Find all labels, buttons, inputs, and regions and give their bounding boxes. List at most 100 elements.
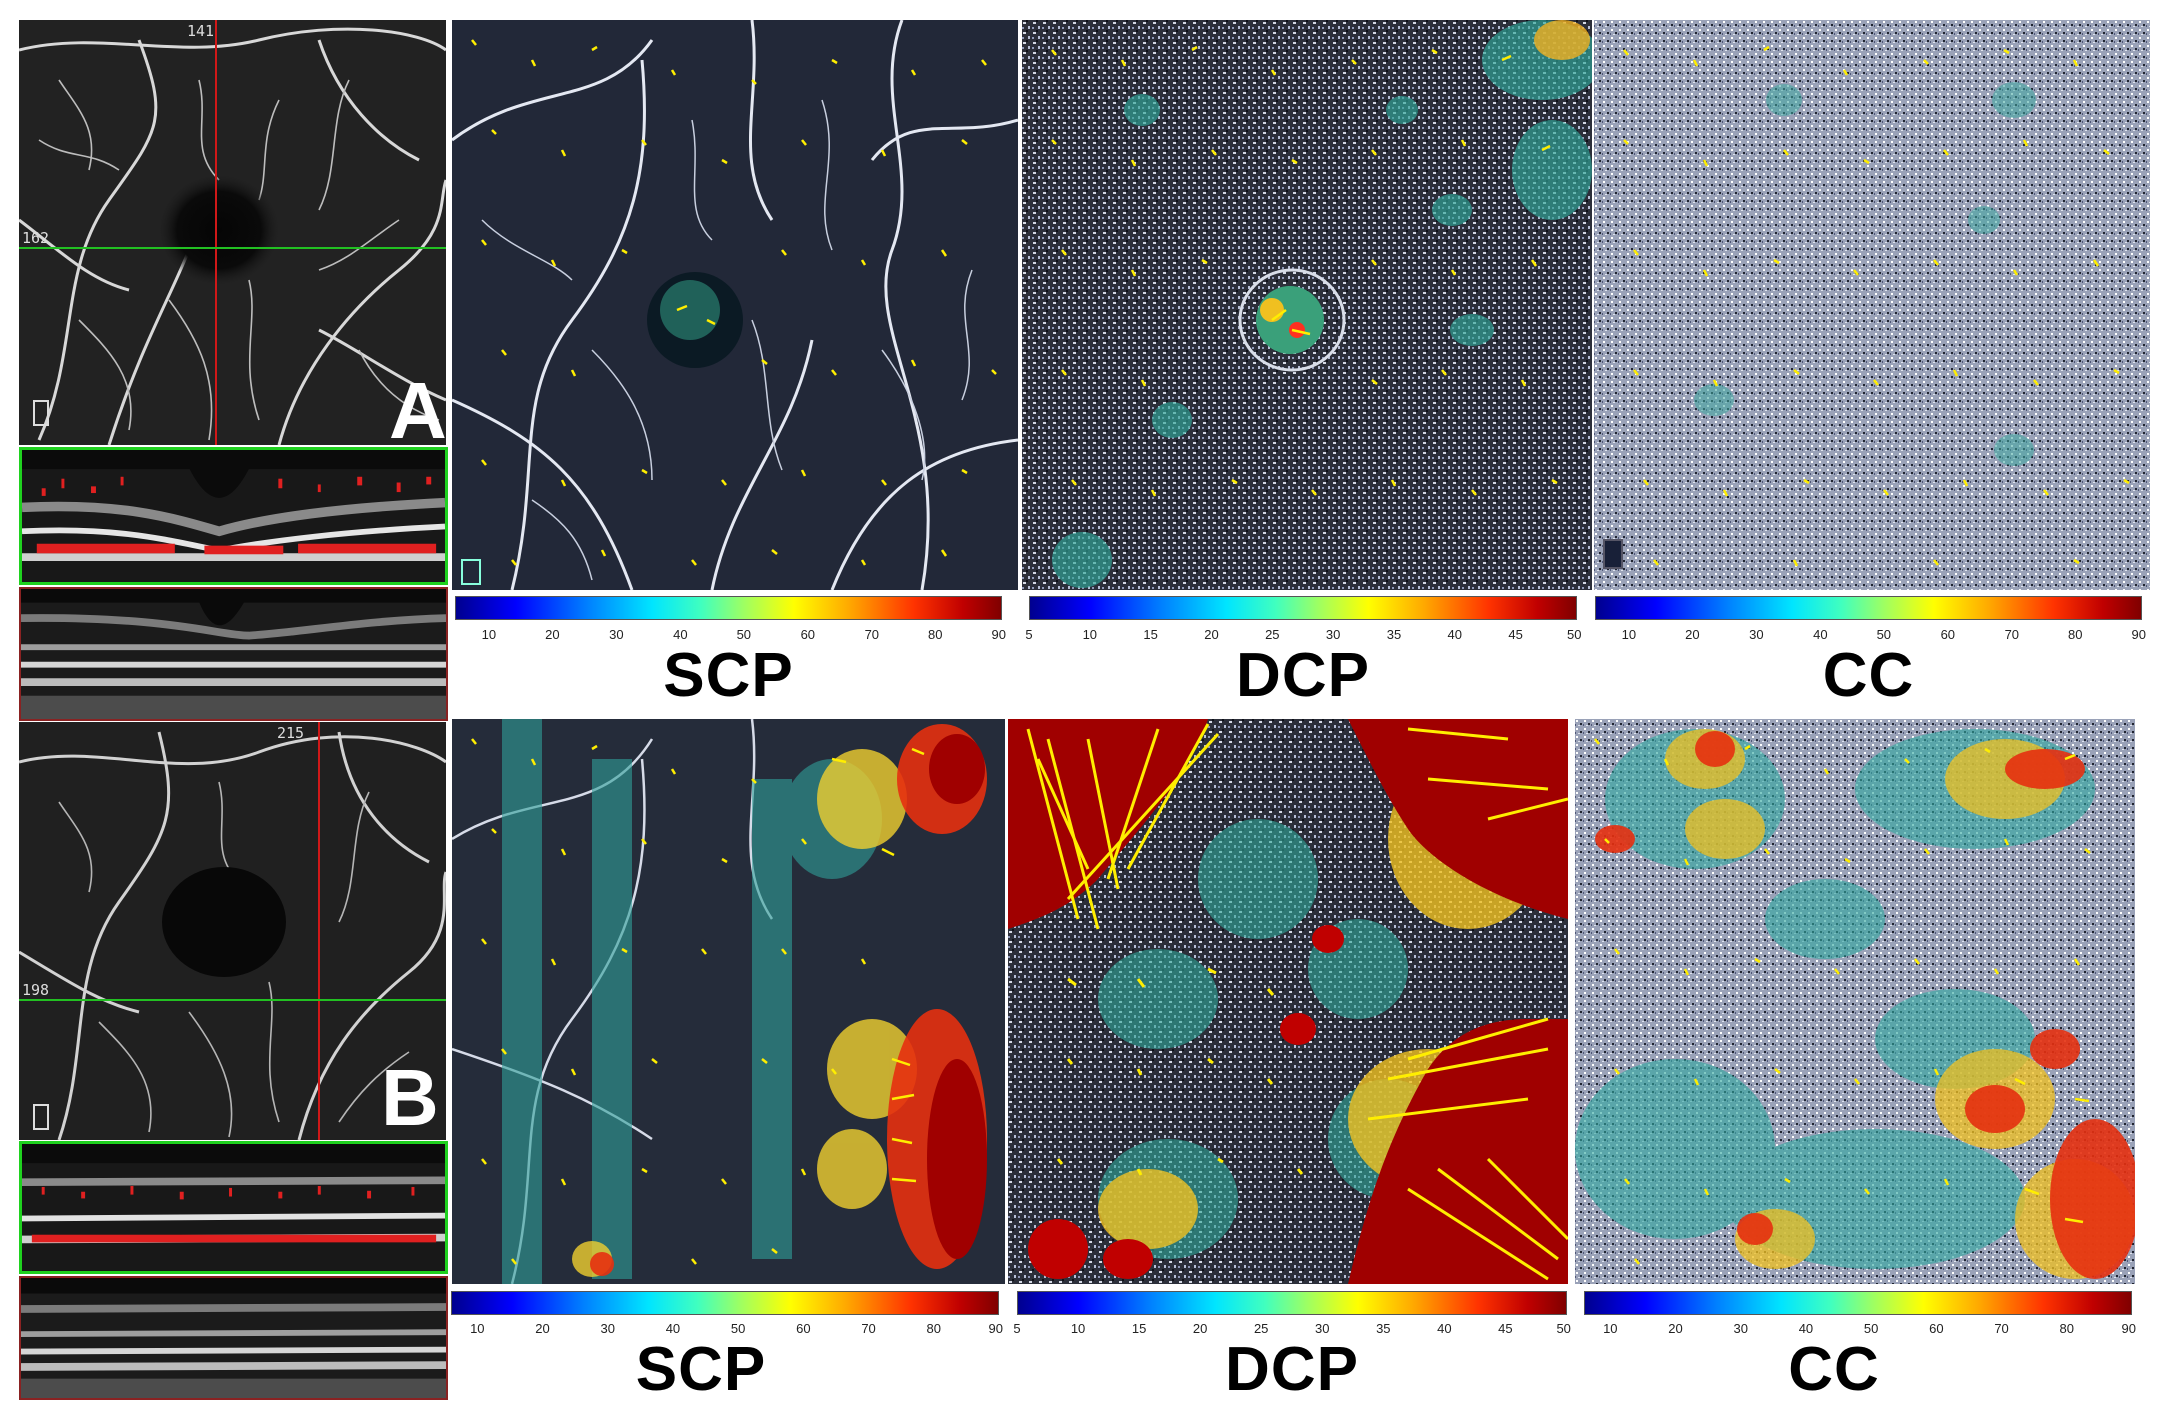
tick-label: 15 <box>1143 627 1158 642</box>
dcp-map-image-a <box>1022 20 1592 590</box>
cc-map-image-b <box>1575 719 2135 1284</box>
tick-label: 10 <box>470 1321 485 1336</box>
tick-label: 30 <box>1325 627 1341 642</box>
tick-label: 10 <box>1621 627 1637 642</box>
tick-label: 50 <box>1556 1321 1571 1336</box>
tick-label: 90 <box>988 1321 1003 1336</box>
tick-label: 30 <box>609 627 624 642</box>
tick-label: 90 <box>2121 1321 2136 1336</box>
tick-label: 25 <box>1253 1321 1269 1336</box>
colorbar-ticks-dcp-b: 5 10 15 20 25 30 35 40 45 50 <box>1013 1321 1571 1341</box>
bscan-flow-image-a <box>22 450 445 582</box>
crosshair-vertical-a <box>215 20 217 445</box>
tick-label: 80 <box>2059 1321 2075 1336</box>
cc-map-a <box>1594 20 2150 590</box>
tick-label: 60 <box>800 627 816 642</box>
tick-label: 80 <box>2068 627 2083 642</box>
title-dcp-a: DCP <box>1236 641 1370 710</box>
colorbar-ticks-scp-b: 10 20 30 40 50 60 70 80 90 <box>451 1321 1003 1341</box>
tick-label: 40 <box>1813 627 1828 642</box>
tick-label: 15 <box>1131 1321 1147 1336</box>
colorbar-ticks-cc-b: 10 20 30 40 50 60 70 80 90 <box>1584 1321 2136 1341</box>
tick-label: 80 <box>926 1321 942 1336</box>
tick-label: 90 <box>2131 627 2146 642</box>
title-cc-b: CC <box>1788 1335 1880 1404</box>
tick-label: 70 <box>2004 627 2020 642</box>
tick-label: 60 <box>796 1321 811 1336</box>
tick-label: 50 <box>1876 627 1892 642</box>
tick-label: 45 <box>1508 627 1523 642</box>
title-dcp-b: DCP <box>1225 1335 1359 1404</box>
tick-label: 50 <box>1567 627 1582 642</box>
octa-enface-a: 141 162 A <box>19 20 446 445</box>
tick-label: 60 <box>1929 1321 1944 1336</box>
cc-map-b <box>1575 719 2135 1284</box>
title-scp-a: SCP <box>663 641 794 710</box>
crosshair-horizontal-a <box>19 247 446 249</box>
tick-label: 40 <box>665 1321 681 1336</box>
dcp-map-b <box>1008 719 1568 1284</box>
colorbar-cc-b <box>1584 1291 2132 1315</box>
crosshair-x-label-b: 215 <box>277 724 305 742</box>
tick-label: 5 <box>1025 627 1033 642</box>
tick-label: 10 <box>1082 627 1098 642</box>
tick-label: 50 <box>730 1321 746 1336</box>
tick-label: 30 <box>1315 1321 1330 1336</box>
tick-label: 5 <box>1013 1321 1021 1336</box>
octa-vessel-image-a <box>19 20 446 445</box>
tick-label: 20 <box>1192 1321 1208 1336</box>
bscan-flow-b <box>19 1141 448 1274</box>
layer-icon <box>33 1104 49 1130</box>
panel-letter-a: A <box>389 366 446 445</box>
tick-label: 50 <box>736 627 752 642</box>
tick-label: 45 <box>1498 1321 1513 1336</box>
tick-label: 30 <box>1749 627 1764 642</box>
bscan-structure-a <box>19 587 448 721</box>
tick-label: 30 <box>1733 1321 1748 1336</box>
octa-enface-b: 215 198 B <box>19 722 446 1140</box>
tick-label: 40 <box>1798 1321 1814 1336</box>
tick-label: 20 <box>535 1321 550 1336</box>
colorbar-scp-b <box>451 1291 999 1315</box>
bscan-structure-b <box>19 1276 448 1400</box>
tick-label: 20 <box>1204 627 1219 642</box>
tick-label: 30 <box>600 1321 615 1336</box>
tick-label: 40 <box>1437 1321 1452 1336</box>
colorbar-ticks-dcp-a: 5 10 15 20 25 30 35 40 45 50 <box>1025 627 1581 647</box>
tick-label: 40 <box>673 627 688 642</box>
tick-label: 10 <box>481 627 497 642</box>
tick-label: 20 <box>1668 1321 1683 1336</box>
tick-label: 25 <box>1265 627 1280 642</box>
tick-label: 35 <box>1386 627 1402 642</box>
tick-label: 20 <box>545 627 560 642</box>
colorbar-scp-a <box>455 596 1002 620</box>
scp-map-b <box>452 719 1005 1284</box>
tick-label: 80 <box>928 627 943 642</box>
scp-map-a <box>452 20 1018 590</box>
title-cc-a: CC <box>1822 641 1915 710</box>
tick-label: 90 <box>991 627 1006 642</box>
colorbar-dcp-b <box>1017 1291 1567 1315</box>
tick-label: 50 <box>1863 1321 1879 1336</box>
scp-map-image-b <box>452 719 1005 1284</box>
panel-letter-b: B <box>381 1053 439 1140</box>
dcp-map-a <box>1022 20 1592 590</box>
dcp-map-image-b <box>1008 719 1568 1284</box>
layer-icon <box>33 400 49 426</box>
tick-label: 10 <box>1603 1321 1618 1336</box>
tick-label: 20 <box>1685 627 1700 642</box>
crosshair-y-label-a: 162 <box>22 229 50 247</box>
colorbar-ticks-scp-a: 10 20 30 40 50 60 70 80 90 <box>455 627 1006 647</box>
bscan-flow-a <box>19 447 448 585</box>
tick-label: 40 <box>1447 627 1463 642</box>
colorbar-dcp-a <box>1029 596 1577 620</box>
crosshair-vertical-b <box>318 722 320 1140</box>
cc-map-image-a <box>1594 20 2150 590</box>
crosshair-x-label-a: 141 <box>187 22 215 40</box>
tick-label: 60 <box>1940 627 1956 642</box>
tick-label: 70 <box>864 627 880 642</box>
bscan-flow-image-b <box>22 1144 445 1271</box>
bscan-structure-image-b <box>21 1278 446 1398</box>
tick-label: 10 <box>1070 1321 1086 1336</box>
colorbar-ticks-cc-a: 10 20 30 40 50 60 70 80 90 <box>1595 627 2146 647</box>
